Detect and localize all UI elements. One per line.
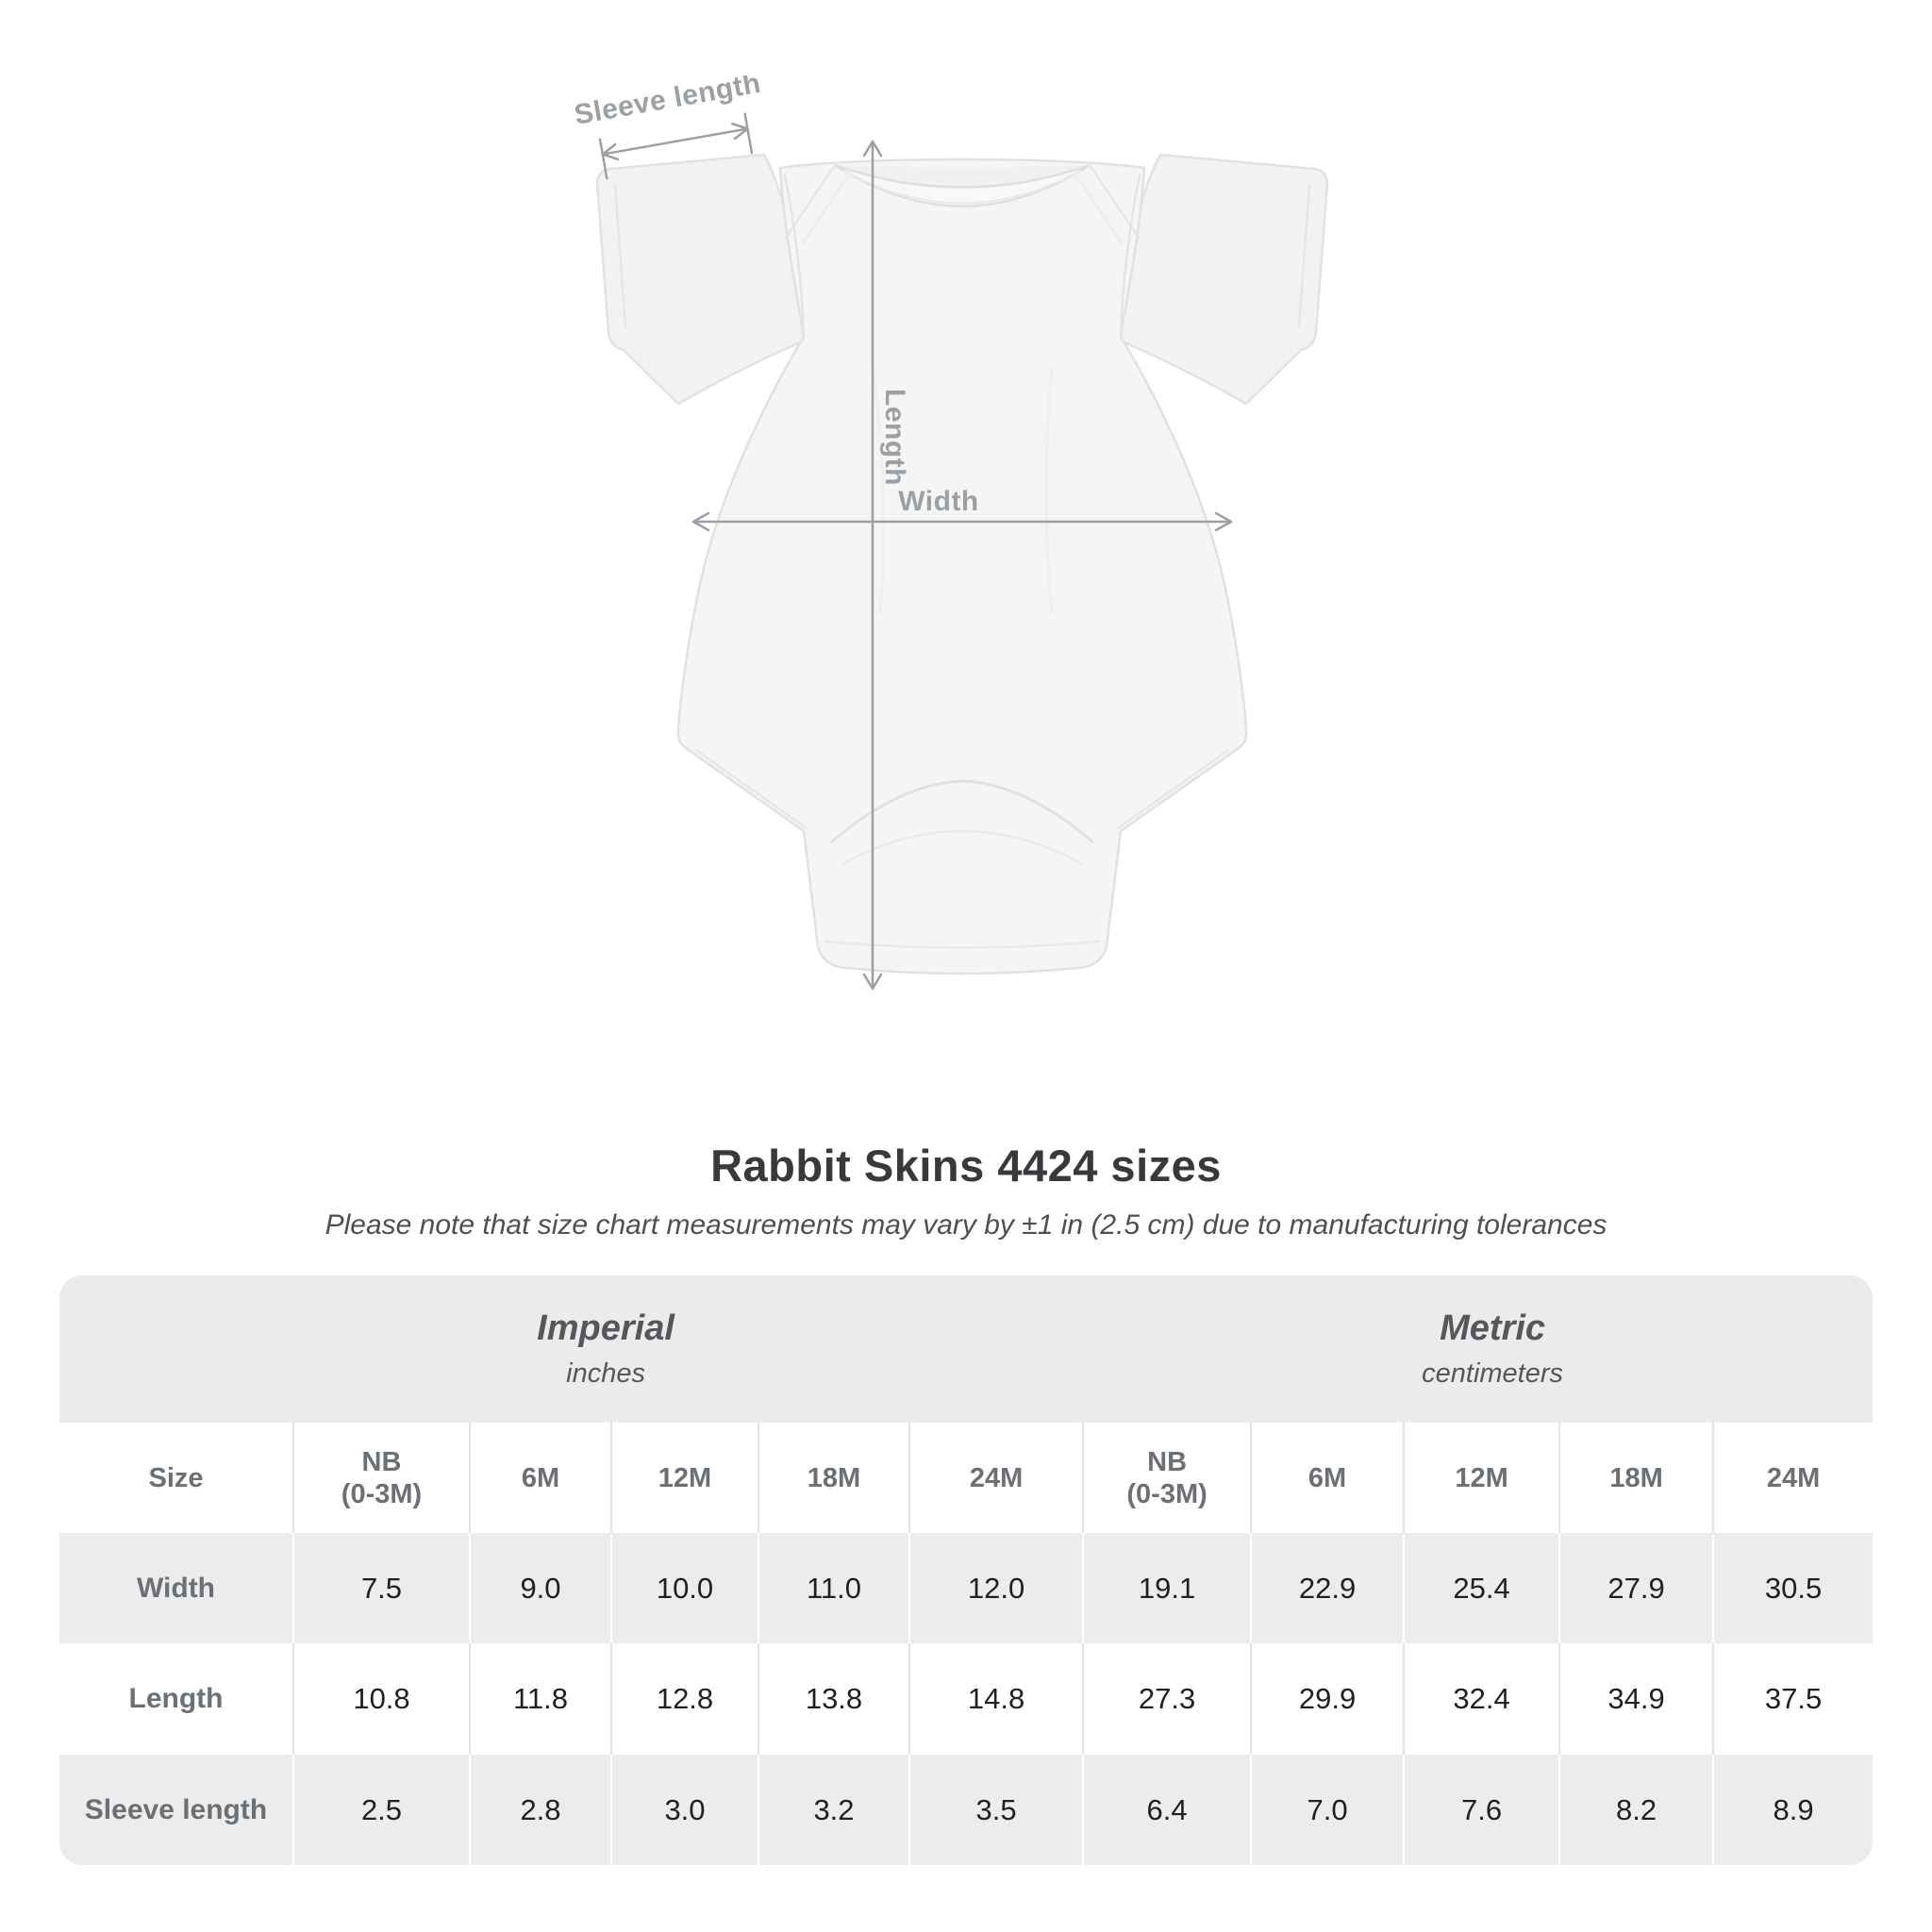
- onesie-cuff-hem-left: [613, 183, 627, 328]
- value-cell: 22.9: [1250, 1533, 1404, 1643]
- value-cell: 8.2: [1558, 1755, 1713, 1865]
- value-cell: 32.4: [1403, 1643, 1559, 1755]
- value-cell: 12.8: [610, 1643, 758, 1755]
- onesie-crease-left: [871, 366, 886, 615]
- col-header-met-nb: NB (0-3M): [1082, 1423, 1251, 1533]
- col-header-imp-24m: 24M: [908, 1423, 1083, 1533]
- value-cell: 13.8: [758, 1643, 908, 1755]
- table-row-sleeve-length: Sleeve length 2.5 2.8 3.0 3.2 3.5 6.4 7.…: [59, 1755, 1873, 1865]
- value-cell: 7.0: [1250, 1755, 1404, 1865]
- onesie-sleeve-right: [1116, 153, 1329, 406]
- col-header-imp-12m: 12M: [610, 1423, 758, 1533]
- value-cell: 37.5: [1712, 1643, 1873, 1755]
- col-header-imp-18m: 18M: [758, 1423, 908, 1533]
- row-label-sleeve-length: Sleeve length: [59, 1755, 292, 1865]
- onesie-armhole-left: [783, 174, 806, 334]
- sleeve-length-label: Sleeve length: [572, 75, 763, 131]
- column-header-row: Size NB (0-3M) 6M 12M 18M: [59, 1423, 1873, 1533]
- col-header-met-6m: 6M: [1250, 1423, 1404, 1533]
- value-cell: 9.0: [469, 1533, 610, 1643]
- onesie-diagram: Sleeve length Length Width: [572, 75, 1329, 991]
- unit-band-row: Imperial inches Metric centimeters: [59, 1275, 1873, 1423]
- value-cell: 2.8: [469, 1755, 610, 1865]
- tolerance-note: Please note that size chart measurements…: [325, 1209, 1607, 1241]
- width-label: Width: [898, 486, 979, 517]
- value-cell: 11.8: [469, 1643, 610, 1755]
- col-header-met-12m: 12M: [1403, 1423, 1559, 1533]
- onesie-leg-binding-left: [695, 749, 808, 830]
- value-cell: 29.9: [1250, 1643, 1404, 1755]
- imperial-band: Imperial inches: [59, 1275, 1083, 1423]
- width-arrowhead-right: [1214, 511, 1233, 532]
- metric-band: Metric centimeters: [1082, 1275, 1873, 1423]
- onesie-cuff-hem-right: [1297, 183, 1311, 328]
- page-title: Rabbit Skins 4424 sizes: [710, 1141, 1222, 1191]
- onesie-sleeve-left: [595, 153, 808, 406]
- imperial-section-unit: inches: [566, 1358, 645, 1389]
- value-cell: 19.1: [1082, 1533, 1251, 1643]
- size-table: Imperial inches Metric centimeters Size: [59, 1275, 1873, 1865]
- onesie-collar-stitch: [843, 170, 1081, 205]
- col-header-imp-6m: 6M: [469, 1423, 610, 1533]
- value-cell: 27.3: [1082, 1643, 1251, 1755]
- onesie-armhole-right: [1119, 174, 1141, 334]
- value-cell: 3.0: [610, 1755, 758, 1865]
- col-header-met-18m: 18M: [1558, 1423, 1713, 1533]
- value-cell: 7.6: [1403, 1755, 1559, 1865]
- onesie-leg-binding-right: [1116, 749, 1229, 830]
- value-cell: 10.0: [610, 1533, 758, 1643]
- value-cell: 11.0: [758, 1533, 908, 1643]
- onesie-fold-right-inner: [1073, 171, 1124, 245]
- value-cell: 30.5: [1712, 1533, 1873, 1643]
- onesie-crease-right: [1044, 366, 1054, 615]
- value-cell: 6.4: [1082, 1755, 1251, 1865]
- size-table-container: Imperial inches Metric centimeters Size: [59, 1275, 1873, 1865]
- value-cell: 12.0: [908, 1533, 1083, 1643]
- imperial-section-title: Imperial: [537, 1308, 675, 1348]
- value-cell: 3.5: [908, 1755, 1083, 1865]
- onesie-bottom-hem: [824, 940, 1101, 949]
- col-header-imp-nb: NB (0-3M): [292, 1423, 469, 1533]
- table-row-width: Width 7.5 9.0 10.0 11.0 12.0 19.1 22.9 2…: [59, 1533, 1873, 1643]
- onesie-fold-left-inner: [801, 171, 852, 245]
- col-header-met-24m: 24M: [1712, 1423, 1873, 1533]
- metric-section-title: Metric: [1440, 1308, 1546, 1348]
- sleeve-length-dimension: [598, 112, 754, 180]
- onesie-body: [676, 158, 1248, 975]
- metric-section-unit: centimeters: [1422, 1358, 1564, 1389]
- table-row-length: Length 10.8 11.8 12.8 13.8 14.8 27.3 29.…: [59, 1643, 1873, 1755]
- value-cell: 14.8: [908, 1643, 1083, 1755]
- value-cell: 25.4: [1403, 1533, 1559, 1643]
- value-cell: 3.2: [758, 1755, 908, 1865]
- length-arrowhead-top: [862, 140, 883, 158]
- value-cell: 34.9: [1558, 1643, 1713, 1755]
- length-label: Length: [879, 389, 910, 486]
- row-label-length: Length: [59, 1643, 292, 1755]
- value-cell: 7.5: [292, 1533, 469, 1643]
- measurement-annotations: [598, 112, 1233, 991]
- value-cell: 8.9: [1712, 1755, 1873, 1865]
- value-cell: 27.9: [1558, 1533, 1713, 1643]
- width-arrowhead-left: [691, 511, 710, 532]
- size-column-header: Size: [59, 1423, 292, 1533]
- length-arrowhead-bottom: [862, 973, 883, 991]
- value-cell: 10.8: [292, 1643, 469, 1755]
- row-label-width: Width: [59, 1533, 292, 1643]
- value-cell: 2.5: [292, 1755, 469, 1865]
